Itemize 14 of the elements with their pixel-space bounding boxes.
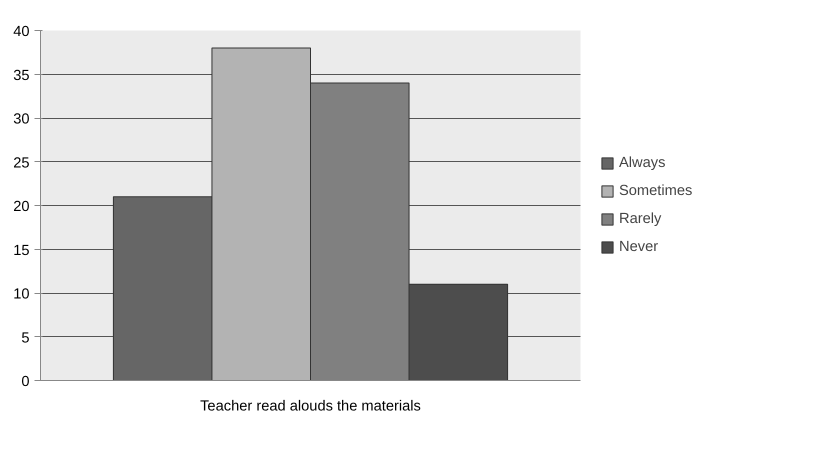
y-tick-label: 5 [21, 330, 30, 346]
y-tick-label: 30 [13, 112, 30, 128]
y-tick-label: 15 [13, 242, 30, 259]
legend-label: Rarely [619, 211, 662, 227]
x-tick-label: Teacher read alouds the materials [200, 398, 421, 414]
y-tick-label: 10 [13, 286, 30, 302]
y-tick-label: 20 [13, 199, 30, 215]
y-tick-label: 25 [13, 155, 30, 172]
y-tick-label: 35 [13, 68, 30, 84]
legend-label: Sometimes [619, 183, 692, 199]
y-tick-label: 40 [13, 24, 30, 40]
legend-label: Always [619, 155, 666, 171]
legend-label: Never [619, 239, 658, 255]
y-tick-label: 0 [21, 374, 30, 390]
